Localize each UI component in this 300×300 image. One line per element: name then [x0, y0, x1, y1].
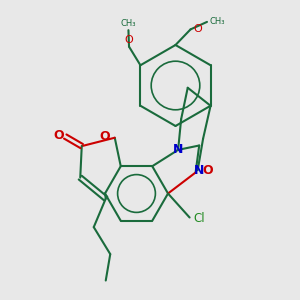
Text: CH₃: CH₃ — [209, 17, 225, 26]
Text: N: N — [194, 164, 204, 177]
Text: O: O — [202, 164, 213, 178]
Text: O: O — [125, 35, 134, 45]
Text: Cl: Cl — [193, 212, 205, 226]
Text: O: O — [193, 24, 202, 34]
Text: O: O — [53, 128, 64, 142]
Text: CH₃: CH₃ — [121, 19, 136, 28]
Text: O: O — [100, 130, 110, 143]
Text: N: N — [173, 143, 183, 156]
